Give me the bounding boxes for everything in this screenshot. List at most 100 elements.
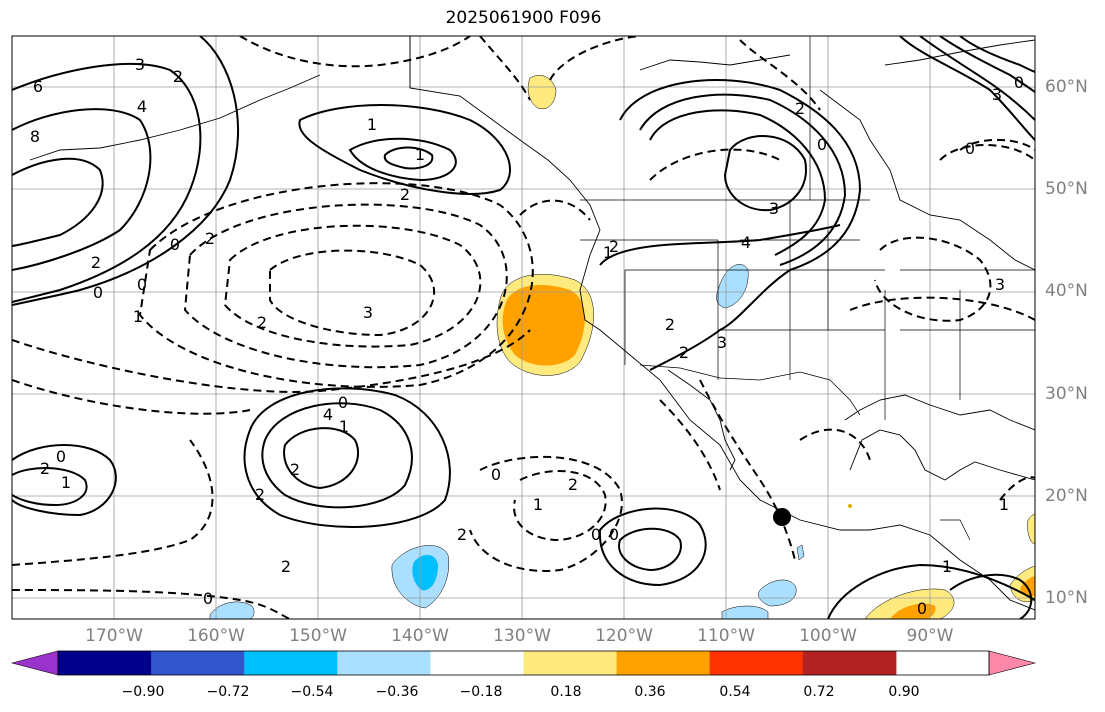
- contour-label: 0: [338, 393, 348, 412]
- contour-label: 2: [205, 229, 215, 248]
- colorbar-segment: [151, 651, 245, 675]
- map-title: 2025061900 F096: [445, 8, 602, 28]
- contour-label: 2: [173, 67, 183, 86]
- contour-label: 4: [137, 97, 147, 116]
- contour-label: 0: [591, 525, 601, 544]
- colorbar-tick: −0.18: [459, 684, 503, 700]
- coastlines: [29, 36, 1035, 611]
- lon-label-130w: 130°W: [493, 626, 551, 646]
- lat-label-30n: 30°N: [1045, 384, 1088, 404]
- contour-label: 0: [491, 465, 501, 484]
- positive-anomaly-east-small: [1027, 513, 1035, 545]
- lat-label-20n: 20°N: [1045, 486, 1088, 506]
- contour-label: 0: [965, 139, 975, 158]
- lon-label-160w: 160°W: [187, 626, 245, 646]
- contour-label: 1: [603, 243, 613, 262]
- negative-anomaly-se1: [758, 579, 797, 607]
- borders: [409, 36, 1035, 541]
- contour-label: 3: [995, 275, 1005, 294]
- lon-label-150w: 150°W: [289, 626, 347, 646]
- contour-label: 3: [135, 55, 145, 74]
- colorbar-segment: [616, 651, 711, 675]
- contour-label: 1: [533, 495, 543, 514]
- contour-label: 2: [400, 185, 410, 204]
- shaded-anomalies: [209, 75, 1035, 619]
- contour-label: 2: [679, 343, 689, 362]
- contour-label: 3: [769, 199, 779, 218]
- contour-label: 2: [795, 99, 805, 118]
- colorbar-segment: [802, 651, 897, 675]
- contour-label: 1: [61, 473, 71, 492]
- graticule: [12, 36, 1035, 619]
- colorbar-segment: [709, 651, 804, 675]
- lon-label-100w: 100°W: [799, 626, 857, 646]
- contour-label: 0: [56, 447, 66, 466]
- negative-anomaly-south-core: [412, 554, 438, 591]
- colorbar-tick: 0.72: [803, 684, 835, 700]
- contour-label: 4: [741, 233, 751, 252]
- colorbar-tick: −0.90: [121, 684, 165, 700]
- contour-label: 0: [93, 283, 103, 302]
- contour-label: 2: [40, 459, 50, 478]
- contour-label: 0: [1014, 73, 1024, 92]
- contour-label: 1: [367, 115, 377, 134]
- contour-label: 1: [339, 417, 349, 436]
- contour-label: 3: [717, 333, 727, 352]
- colorbar-segment: [244, 651, 338, 675]
- lat-label-60n: 60°N: [1045, 77, 1088, 97]
- contour-label: 3: [992, 85, 1002, 104]
- contour-label: 3: [363, 303, 373, 322]
- colorbar-tick: 0.90: [888, 684, 920, 700]
- contour-label: 2: [568, 475, 578, 494]
- colorbar-tick: 0.54: [719, 684, 751, 700]
- map-frame: [11, 35, 1036, 620]
- contour-label: 1: [133, 307, 143, 326]
- dashed-contours: [12, 36, 1035, 619]
- contour-label: 2: [255, 485, 265, 504]
- contour-label: 0: [170, 235, 180, 254]
- colorbar: [10, 650, 1037, 676]
- positive-anomaly-inner: [502, 285, 585, 366]
- colorbar-left-arrow: [10, 650, 59, 676]
- contour-label: 0: [817, 135, 827, 154]
- contour-label: 0: [203, 589, 213, 608]
- contour-label: 8: [30, 127, 40, 146]
- contour-label: 0: [609, 525, 619, 544]
- contour-label: 0: [917, 599, 927, 618]
- contour-label: 4: [323, 405, 333, 424]
- lat-label-50n: 50°N: [1045, 179, 1088, 199]
- contour-label: 1: [942, 557, 952, 576]
- colorbar-segment: [430, 651, 524, 675]
- contour-label: 2: [281, 557, 291, 576]
- lon-label-170w: 170°W: [85, 626, 143, 646]
- contour-label: 1: [415, 145, 425, 164]
- location-marker: [773, 508, 791, 526]
- lon-label-90w: 90°W: [906, 626, 954, 646]
- lat-label-40n: 40°N: [1045, 281, 1088, 301]
- colorbar-tick: 0.18: [550, 684, 582, 700]
- contour-label: 2: [257, 313, 267, 332]
- contour-label: 2: [609, 237, 619, 256]
- contour-label: 2: [91, 253, 101, 272]
- negative-anomaly-east: [716, 264, 749, 309]
- contour-label: 2: [457, 525, 467, 544]
- contour-label: 2: [290, 460, 300, 479]
- negative-anomaly-sw: [209, 601, 255, 619]
- positive-anomaly-gulf-core: [890, 603, 936, 619]
- colorbar-tick: −0.54: [290, 684, 334, 700]
- negative-anomaly-se2: [721, 605, 769, 619]
- contour-label: 0: [137, 275, 147, 294]
- colorbar-tick: −0.36: [375, 684, 419, 700]
- lon-label-140w: 140°W: [391, 626, 449, 646]
- colorbar-segment: [337, 651, 431, 675]
- colorbar-tick: −0.72: [206, 684, 250, 700]
- colorbar-segment: [58, 651, 152, 675]
- positive-anomaly-small: [527, 75, 557, 110]
- lon-label-110w: 110°W: [697, 626, 755, 646]
- colorbar-segment: [523, 651, 618, 675]
- contour-label: 2: [665, 315, 675, 334]
- small-marker: [848, 504, 852, 508]
- colorbar-right-arrow: [988, 650, 1037, 676]
